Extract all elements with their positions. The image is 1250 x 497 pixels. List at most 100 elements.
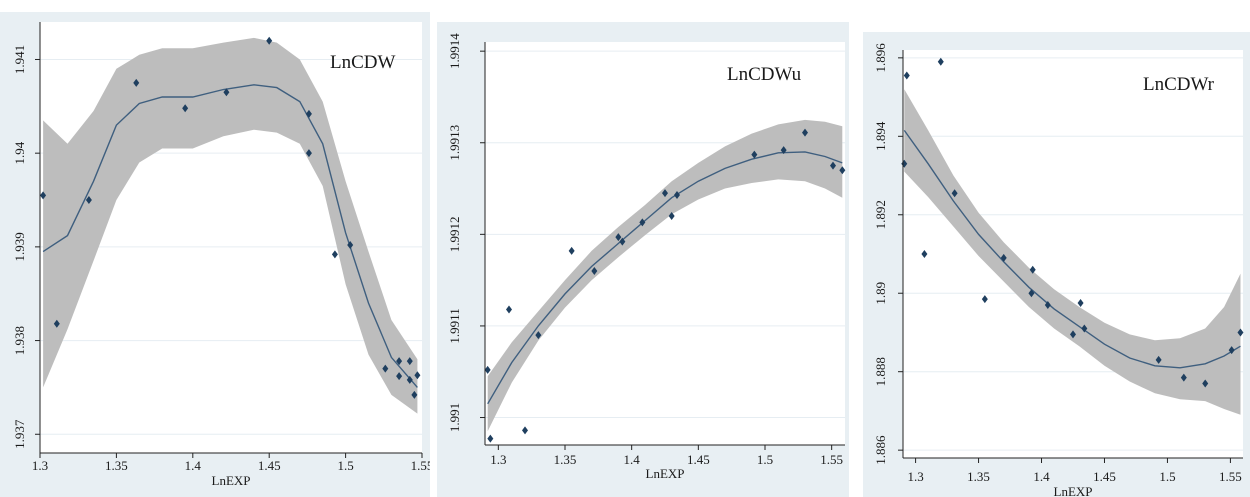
fit-line (487, 151, 843, 405)
y-tick-label: 1.939 (12, 232, 27, 261)
data-point (396, 372, 403, 381)
chart-title: LnCDW (330, 52, 396, 73)
y-tick-label: 1.937 (12, 419, 27, 449)
y-tick-label: 1.886 (873, 435, 888, 465)
x-axis-title: LnEXP (212, 473, 251, 488)
x-tick-label: 1.4 (1033, 469, 1050, 484)
chart-panel-lncdwu: 1.991 1.9911 1.9912 1.9913 1.9914 1.3 1.35 1.4 1… (437, 0, 849, 497)
data-point (1237, 328, 1244, 337)
data-point (951, 189, 958, 198)
y-tick-label: 1.938 (12, 326, 27, 355)
data-point (1044, 301, 1051, 309)
y-tick-label: 1.9912 (447, 216, 462, 252)
data-point (751, 150, 758, 159)
y-tick-label: 1.89 (873, 282, 888, 305)
data-point (182, 104, 189, 113)
data-point (1081, 324, 1088, 333)
data-point (40, 191, 47, 200)
data-point (411, 390, 418, 399)
y-tick-label: 1.94 (12, 141, 27, 164)
chart-svg-lncdwr: 1.886 1.888 1.89 1.892 1.894 1.896 1.3 1.35 1.4 1… (863, 32, 1250, 497)
data-point (981, 295, 988, 304)
x-tick-label: 1.3 (907, 469, 923, 484)
data-point (780, 146, 787, 155)
data-point (347, 240, 354, 249)
data-point (1077, 299, 1084, 308)
data-point (1155, 355, 1162, 364)
y-tick-label: 1.941 (12, 45, 27, 74)
data-point (1202, 379, 1209, 388)
x-tick-label: 1.35 (967, 469, 990, 484)
confidence-band (43, 37, 418, 414)
data-point (133, 78, 140, 87)
x-tick-label: 1.45 (1093, 469, 1116, 484)
data-point (266, 36, 273, 45)
data-point (506, 305, 512, 314)
chart-svg-lncdw: 1.937 1.938 1.939 1.94 1.941 1.3 1.35 1.4 1.45 1.… (0, 12, 430, 497)
x-tick-label: 1.45 (258, 458, 281, 473)
data-point (53, 319, 60, 328)
data-point (1180, 373, 1187, 382)
fit-line (42, 84, 418, 388)
data-point (1029, 265, 1036, 274)
y-tick-label: 1.991 (447, 403, 462, 432)
data-point (615, 233, 622, 242)
data-point (937, 57, 944, 66)
fit-line (903, 129, 1241, 369)
x-tick-label: 1.5 (337, 458, 353, 473)
data-point (668, 212, 675, 221)
data-point (535, 331, 542, 340)
y-tick-label: 1.888 (873, 357, 888, 386)
data-point (839, 166, 846, 175)
x-tick-label: 1.3 (32, 458, 48, 473)
y-tick-label: 1.9914 (447, 33, 462, 69)
confidence-band (487, 119, 843, 432)
data-point (802, 128, 808, 137)
data-point (406, 375, 413, 384)
data-point (487, 434, 494, 443)
data-point (305, 109, 312, 118)
y-tick-label: 1.894 (873, 121, 888, 151)
y-tick-label: 1.892 (873, 200, 888, 229)
data-point (1228, 346, 1235, 355)
data-point (674, 190, 680, 199)
data-point (305, 149, 312, 158)
data-point (921, 250, 928, 258)
x-tick-label: 1.55 (1219, 469, 1242, 484)
x-tick-label: 1.3 (490, 452, 506, 467)
data-point (1070, 330, 1076, 339)
x-tick-label: 1.55 (820, 452, 843, 467)
data-point (619, 237, 626, 246)
x-axis-title: LnEXP (1054, 484, 1093, 497)
data-point (1028, 289, 1035, 298)
data-point (830, 161, 836, 170)
x-axis-title: LnEXP (646, 466, 685, 481)
data-point (568, 246, 575, 255)
data-point (484, 365, 491, 374)
x-tick-label: 1.5 (757, 452, 773, 467)
data-point (1000, 253, 1007, 262)
chart-svg-lncdwu: 1.991 1.9911 1.9912 1.9913 1.9914 1.3 1.35 1.4 1… (437, 22, 849, 497)
x-tick-label: 1.35 (105, 458, 128, 473)
y-tick-label: 1.9913 (447, 125, 462, 161)
chart-panel-lncdw: 1.937 1.938 1.939 1.94 1.941 1.3 1.35 1.4 1.45 1.… (0, 0, 430, 497)
data-point (382, 364, 389, 373)
chart-panel-lncdwr: 1.886 1.888 1.89 1.892 1.894 1.896 1.3 1.35 1.4 1… (863, 0, 1250, 497)
data-point (591, 266, 598, 275)
x-tick-label: 1.4 (185, 458, 202, 473)
data-point (414, 371, 421, 380)
y-tick-label: 1.9911 (447, 308, 462, 343)
y-tick-label: 1.896 (873, 43, 888, 73)
x-tick-label: 1.4 (624, 452, 641, 467)
data-point (522, 426, 528, 435)
data-point (85, 196, 92, 205)
chart-title: LnCDWu (727, 64, 802, 85)
data-point (223, 88, 230, 97)
data-point (662, 189, 668, 198)
x-tick-label: 1.45 (687, 452, 710, 467)
x-tick-label: 1.35 (554, 452, 577, 467)
data-point (331, 250, 338, 259)
x-tick-label: 1.55 (411, 458, 430, 473)
x-tick-label: 1.5 (1159, 469, 1175, 484)
chart-title: LnCDWr (1143, 74, 1215, 95)
